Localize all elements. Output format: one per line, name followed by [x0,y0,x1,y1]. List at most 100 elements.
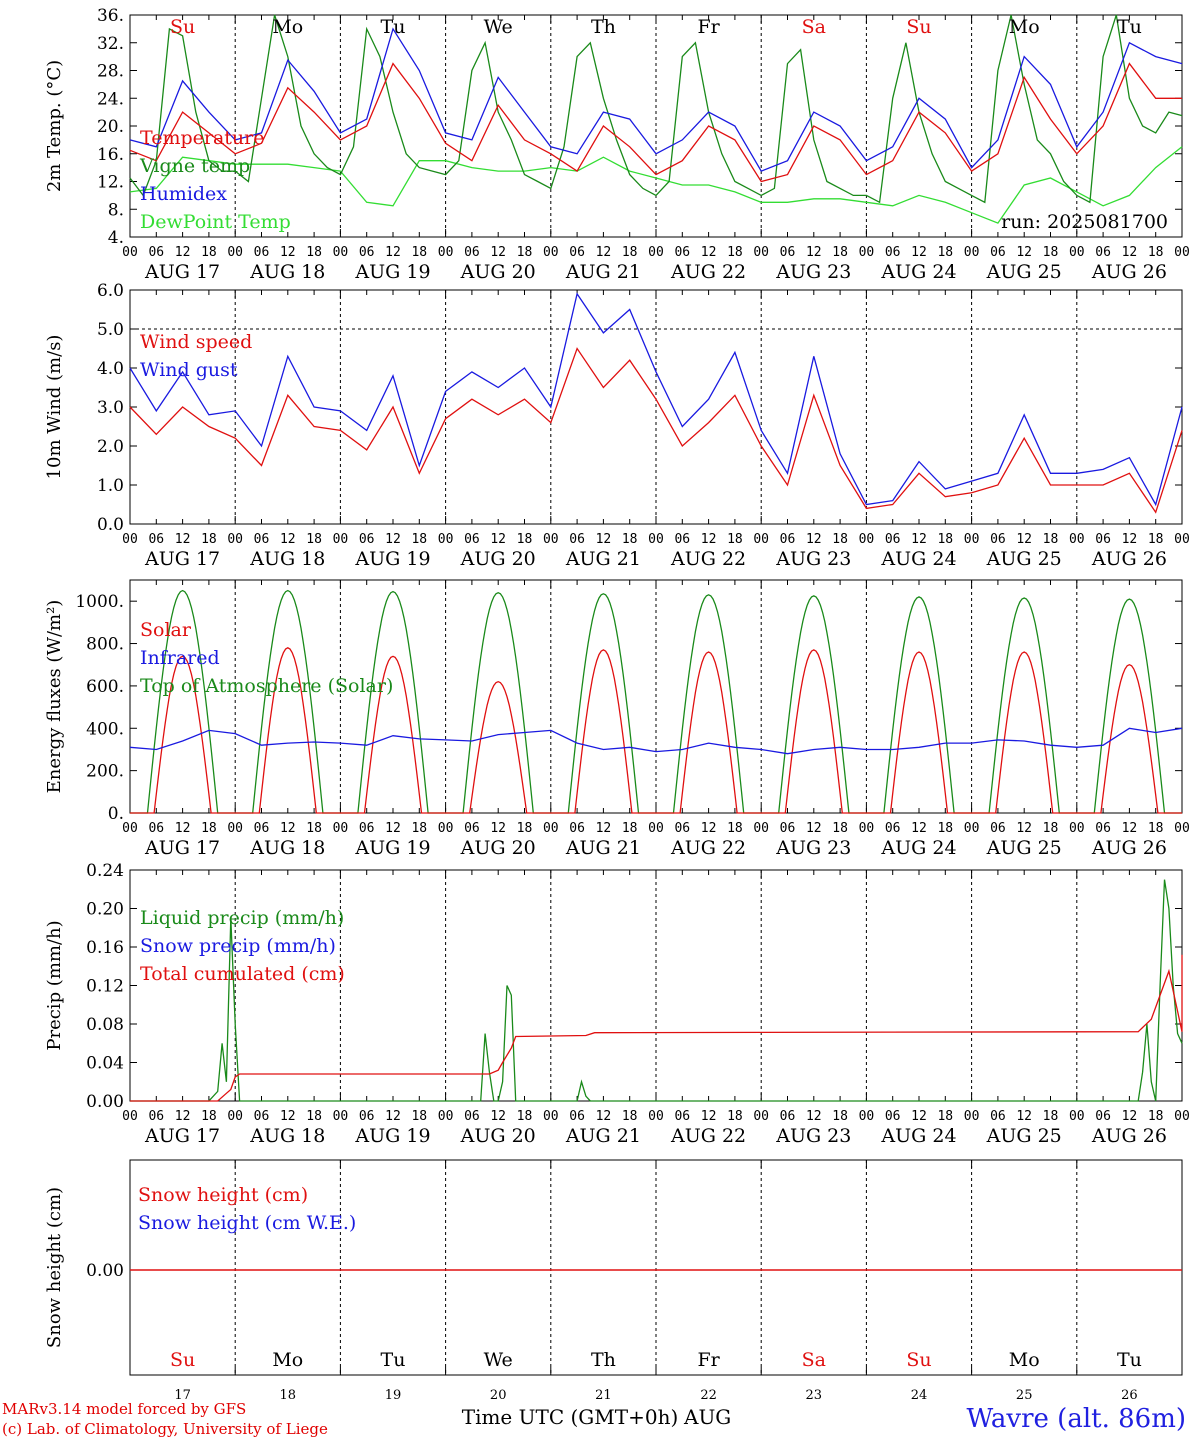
hour-tick-label: 06 [780,821,796,836]
date-label: AUG 20 [460,837,536,859]
hour-tick-label: 18 [1148,532,1164,547]
series-line-liquid-precip [130,879,1183,1102]
hour-tick-label: 00 [543,245,559,260]
date-label: AUG 17 [144,1125,220,1147]
hour-tick-label: 06 [885,821,901,836]
date-label: AUG 22 [670,1125,746,1147]
hour-tick-label: 00 [122,245,138,260]
y-tick-label: 8. [108,200,124,220]
weekday-label: Th [591,16,616,38]
hour-tick-label: 18 [201,821,217,836]
hour-tick-label: 18 [517,532,533,547]
y-tick-label: 36. [97,6,124,26]
weekday-label: Fr [697,1349,720,1371]
y-tick-label: 0.04 [86,1054,124,1074]
series-line-wind-gust [129,292,1183,507]
date-label: AUG 25 [986,837,1062,859]
y-tick-label: 1.0 [97,476,124,496]
day-number-label: 26 [1121,1388,1138,1403]
y-tick-label: 0.24 [86,861,124,881]
hour-tick-label: 12 [280,821,296,836]
series-line-total-cumulated [130,954,1183,1102]
date-label: AUG 26 [1091,261,1167,283]
hour-tick-label: 06 [1095,532,1111,547]
site-name: Wavre (alt. 86m) [966,1404,1186,1434]
hour-tick-label: 06 [359,532,375,547]
run-annotation: run: 2025081700 [1001,211,1168,233]
day-number-label: 23 [806,1388,823,1403]
weekday-label: Mo [1009,1349,1040,1371]
x-axis-title: Time UTC (GMT+0h) [462,1405,679,1429]
hour-tick-label: 12 [596,245,612,260]
hour-tick-label: 00 [1174,532,1190,547]
hour-tick-label: 06 [148,532,164,547]
hour-tick-label: 18 [411,245,427,260]
hour-tick-label: 00 [122,1109,138,1124]
legend-infrared: Infrared [140,647,220,669]
hour-tick-label: 18 [306,532,322,547]
day-number-label: 19 [385,1388,402,1403]
hour-tick-label: 06 [990,245,1006,260]
legend-dewpoint-temp: DewPoint Temp [140,211,291,233]
hour-tick-label: 12 [911,532,927,547]
hour-tick-label: 18 [411,821,427,836]
hour-tick-label: 00 [227,532,243,547]
hour-tick-label: 06 [990,532,1006,547]
date-label: AUG 23 [775,837,851,859]
date-label: AUG 19 [354,261,430,283]
series-line-vigne-temp [129,14,1183,204]
y-tick-label: 20. [97,117,124,137]
hour-tick-label: 00 [543,1109,559,1124]
hour-tick-label: 06 [148,245,164,260]
hour-tick-label: 06 [254,532,270,547]
date-label: AUG 18 [249,837,325,859]
hour-tick-label: 00 [438,1109,454,1124]
y-tick-label: 200. [86,762,124,782]
y-tick-label: 6.0 [97,281,124,301]
hour-tick-label: 00 [753,821,769,836]
hour-tick-label: 06 [254,245,270,260]
legend-total-cumulated-cm-: Total cumulated (cm) [140,963,345,985]
legend-snow-height-cm-w-e-: Snow height (cm W.E.) [138,1212,356,1234]
hour-tick-label: 18 [937,821,953,836]
hour-tick-label: 06 [359,1109,375,1124]
hour-tick-label: 12 [385,1109,401,1124]
y-tick-label: 4. [108,228,124,248]
lab-credit: (c) Lab. of Climatology, University of L… [2,1420,328,1438]
y-tick-label: 1000. [75,592,124,612]
date-label: AUG 24 [880,837,956,859]
hour-tick-label: 12 [701,1109,717,1124]
hour-tick-label: 18 [411,532,427,547]
hour-tick-label: 00 [648,532,664,547]
hour-tick-label: 12 [596,1109,612,1124]
y-tick-label: 0.00 [86,1261,124,1281]
hour-tick-label: 06 [885,1109,901,1124]
hour-tick-label: 12 [911,1109,927,1124]
hour-tick-label: 18 [517,245,533,260]
date-label: AUG 23 [775,1125,851,1147]
date-label: AUG 20 [460,548,536,570]
date-label: AUG 19 [354,1125,430,1147]
hour-tick-label: 06 [148,821,164,836]
legend-snow-height-cm-: Snow height (cm) [138,1184,308,1206]
y-tick-label: 0.12 [86,977,124,997]
legend-humidex: Humidex [140,183,227,205]
hour-tick-label: 00 [648,821,664,836]
day-number-label: 18 [280,1388,297,1403]
hour-tick-label: 18 [832,1109,848,1124]
hour-tick-label: 12 [911,245,927,260]
weekday-label: Fr [697,16,720,38]
hour-tick-label: 18 [832,245,848,260]
date-label: AUG 24 [880,261,956,283]
y-tick-label: 0.0 [97,515,124,535]
y-tick-label: 32. [97,34,124,54]
hour-tick-label: 00 [1069,1109,1085,1124]
legend-wind-gust: Wind gust [140,359,238,381]
hour-tick-label: 12 [1122,532,1138,547]
hour-tick-label: 00 [964,1109,980,1124]
hour-tick-label: 00 [333,821,349,836]
hour-tick-label: 06 [674,821,690,836]
hour-tick-label: 18 [727,245,743,260]
hour-tick-label: 12 [175,245,191,260]
hour-tick-label: 06 [359,245,375,260]
